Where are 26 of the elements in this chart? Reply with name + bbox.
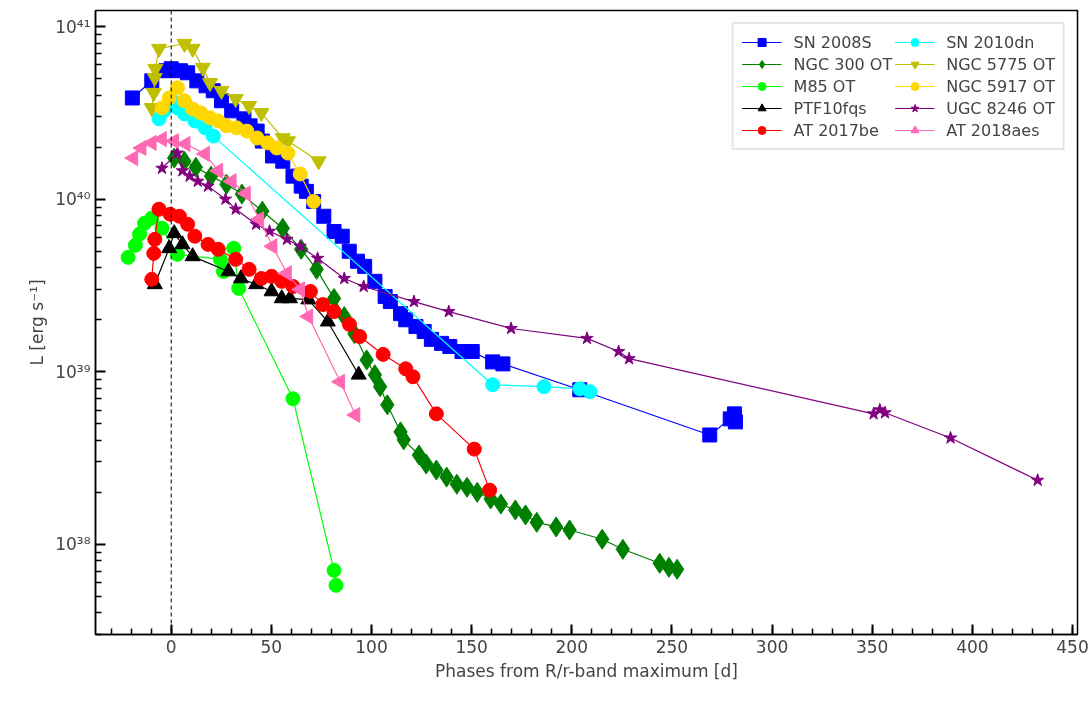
x-tick-label: 350 — [855, 636, 889, 657]
legend-label: NGC 5775 OT — [946, 54, 1055, 74]
legend-label: AT 2017be — [793, 120, 879, 140]
x-axis-title: Phases from R/r-band maximum [d] — [435, 660, 738, 681]
legend-label: SN 2010dn — [946, 32, 1035, 52]
y-tick-label: 10³⁹ — [55, 361, 91, 382]
x-tick-label: 450 — [1056, 636, 1089, 657]
legend-label: M85 OT — [793, 76, 856, 96]
legend-label: SN 2008S — [793, 32, 872, 52]
legend-label: NGC 300 OT — [793, 54, 893, 74]
legend-label: UGC 8246 OT — [946, 98, 1055, 118]
legend-label: AT 2018aes — [946, 120, 1040, 140]
y-tick-label: 10⁴⁰ — [55, 189, 91, 210]
x-tick-label: 300 — [755, 636, 789, 657]
x-tick-label: 150 — [455, 636, 488, 657]
legend-label: NGC 5917 OT — [946, 76, 1055, 96]
y-tick-label: 10³⁸ — [55, 534, 91, 555]
x-tick-label: 50 — [260, 636, 283, 657]
x-tick-label: 200 — [555, 636, 589, 657]
x-tick-label: 400 — [956, 636, 989, 657]
x-tick-label: 250 — [655, 636, 689, 657]
y-axis-title: L [erg s⁻¹] — [27, 279, 48, 366]
legend-label: PTF10fqs — [793, 98, 867, 118]
x-tick-label: 100 — [355, 636, 388, 657]
y-tick-label: 10⁴¹ — [55, 16, 91, 37]
x-tick-label: 0 — [165, 636, 177, 657]
